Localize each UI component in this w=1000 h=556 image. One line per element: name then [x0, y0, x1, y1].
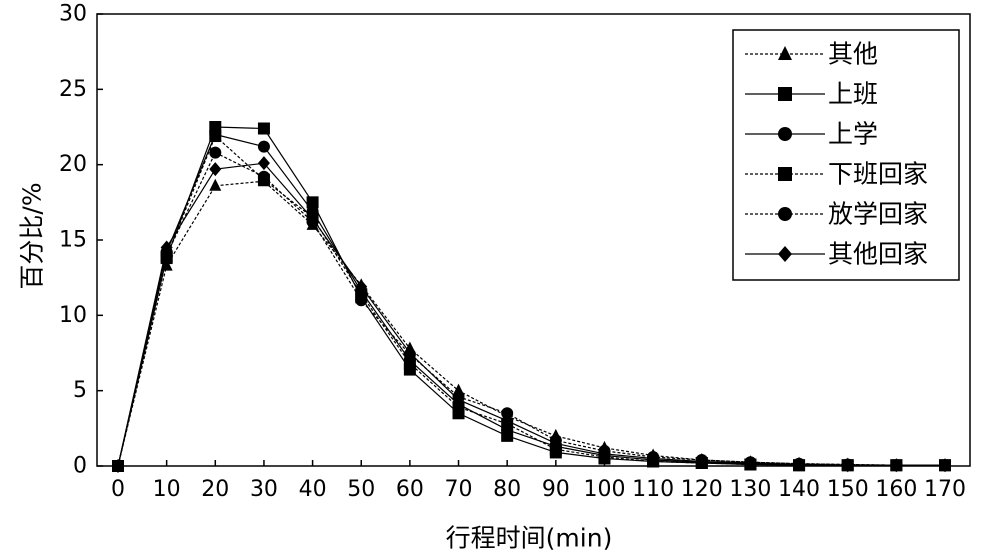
data-point [209, 178, 222, 191]
x-tick-label: 130 [729, 477, 771, 502]
y-tick-label: 15 [59, 228, 87, 253]
legend-label: 上学 [828, 120, 878, 149]
data-point [257, 170, 270, 183]
data-point [841, 458, 854, 473]
legend-marker [778, 167, 792, 181]
data-point [403, 357, 416, 370]
data-point [306, 211, 319, 226]
x-tick-label: 30 [250, 477, 278, 502]
series-6 [112, 156, 951, 473]
data-point [112, 459, 124, 473]
y-tick-label: 25 [59, 77, 87, 102]
legend-label: 其他 [828, 40, 878, 69]
data-point [501, 413, 514, 428]
data-point [160, 240, 173, 255]
data-point [598, 446, 611, 461]
data-point [744, 455, 757, 470]
x-tick-label: 150 [827, 477, 869, 502]
data-point [355, 294, 368, 307]
legend-marker [778, 246, 792, 262]
legend-marker [778, 87, 792, 101]
data-point [306, 196, 319, 209]
data-point [695, 454, 708, 469]
x-tick-label: 90 [542, 477, 570, 502]
x-tick-label: 10 [153, 477, 181, 502]
y-tick-label: 5 [73, 378, 87, 403]
data-point [890, 458, 903, 473]
x-tick-label: 50 [347, 477, 375, 502]
data-point [501, 407, 514, 420]
x-tick-label: 0 [111, 477, 125, 502]
data-point [355, 279, 368, 294]
x-tick-label: 60 [396, 477, 424, 502]
x-tick-label: 40 [299, 477, 327, 502]
data-point [452, 401, 465, 414]
x-tick-label: 140 [778, 477, 820, 502]
x-tick-label: 160 [875, 477, 917, 502]
data-point [257, 140, 270, 153]
x-tick-label: 70 [445, 477, 473, 502]
legend-label: 上班 [828, 80, 878, 109]
x-axis-title: 行程时间(min) [446, 524, 613, 553]
y-tick-label: 20 [59, 152, 87, 177]
y-tick-label: 30 [59, 2, 87, 27]
data-point [209, 146, 222, 159]
series-line [117, 151, 945, 467]
y-axis-title-group: 百分比/% [18, 182, 47, 289]
series-line [117, 162, 945, 467]
data-point [793, 457, 806, 472]
legend-marker [778, 127, 792, 141]
legend-label: 放学回家 [828, 200, 928, 229]
legend-label: 其他回家 [828, 240, 928, 269]
x-tick-label: 110 [632, 477, 674, 502]
legend-label: 下班回家 [828, 160, 928, 189]
data-point [939, 458, 951, 473]
x-tick-label: 20 [201, 477, 229, 502]
y-axis-title: 百分比/% [18, 182, 47, 289]
data-point [209, 162, 222, 177]
y-tick-label: 10 [59, 303, 87, 328]
legend-marker [778, 46, 792, 60]
legend-box [732, 29, 960, 281]
data-point [647, 451, 660, 466]
x-tick-label: 80 [493, 477, 521, 502]
data-point [452, 392, 465, 407]
data-point [549, 436, 562, 451]
data-point [403, 346, 416, 360]
data-point [257, 156, 270, 171]
data-point [257, 122, 270, 135]
x-tick-label: 100 [583, 477, 625, 502]
plot-area: 0 5 10 15 20 25 30 0 10 20 30 40 50 60 70 80 90 100 110 120… [59, 2, 971, 502]
x-tick-label: 170 [924, 477, 966, 502]
y-tick-label: 0 [73, 454, 87, 479]
legend-marker [778, 207, 792, 221]
x-tick-label: 120 [681, 477, 723, 502]
data-point [209, 130, 222, 143]
